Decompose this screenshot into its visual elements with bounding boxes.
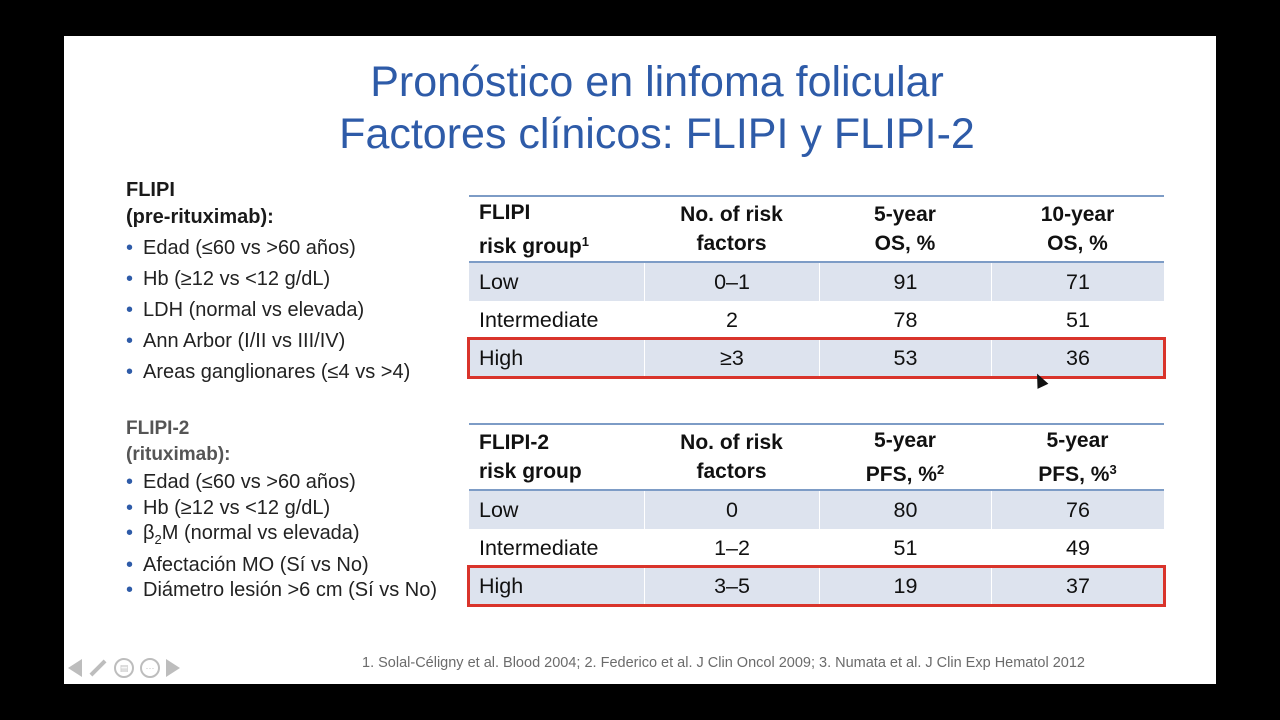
table-row-highlighted: High ≥3 53 36: [467, 337, 1166, 379]
cell-factors: 0–1: [644, 263, 819, 301]
more-options-icon[interactable]: ···: [140, 658, 160, 678]
footnote-ref: 1: [581, 233, 589, 249]
cell-group: Low: [479, 269, 519, 294]
cell-value: 53: [819, 339, 991, 377]
cell-value: 51: [819, 529, 991, 567]
footnote-ref: 2: [936, 461, 945, 477]
header-text: 5-year: [874, 203, 936, 226]
table-header: FLIPI-2 risk group No. of risk factors 5…: [469, 423, 1164, 491]
cell-group: Low: [479, 497, 519, 522]
list-item: Areas ganglionares (≤4 vs >4): [126, 357, 410, 388]
cell-value: 78: [819, 301, 991, 339]
table-header: FLIPI risk group1 No. of risk factors 5-…: [469, 195, 1164, 263]
b2m-text: M (normal vs elevada): [161, 522, 360, 544]
flipi-heading: FLIPI: [126, 179, 175, 201]
cell-factors: 0: [644, 491, 819, 529]
references-footnote: 1. Solal-Céligny et al. Blood 2004; 2. F…: [362, 655, 1085, 671]
beta-subscript: 2: [154, 532, 162, 547]
table-row: Low 0–1 91 71: [469, 263, 1164, 301]
cell-group: High: [479, 345, 524, 370]
header-text: factors: [696, 232, 767, 255]
slideshow-controls: ▤ ···: [68, 658, 180, 678]
flipi-subheading: (pre-rituximab):: [126, 206, 274, 228]
header-text: No. of risk: [680, 203, 783, 226]
table-row: Low 0 80 76: [469, 491, 1164, 529]
cell-group: Intermediate: [479, 535, 599, 560]
cell-factors: 3–5: [644, 567, 819, 605]
table-row: Intermediate 2 78 51: [469, 301, 1164, 339]
header-text: factors: [696, 460, 767, 483]
title-line-1: Pronóstico en linfoma folicular: [370, 58, 944, 106]
header-cell: 5-year OS, %: [819, 200, 991, 258]
flipi-table: FLIPI risk group1 No. of risk factors 5-…: [467, 195, 1166, 379]
footnote-ref: 3: [1109, 461, 1117, 477]
header-text: PFS, %: [865, 462, 937, 486]
flipi-factor-list: FLIPI (pre-rituximab): Edad (≤60 vs >60 …: [126, 177, 410, 388]
cell-value: 91: [819, 263, 991, 301]
cell-factors: 2: [644, 301, 819, 339]
title-line-2: Factores clínicos: FLIPI y FLIPI-2: [339, 110, 975, 158]
cell-factors: 1–2: [644, 529, 819, 567]
cell-group: Intermediate: [479, 307, 599, 332]
pen-icon[interactable]: [89, 659, 107, 677]
header-text: 5-year: [874, 428, 936, 452]
list-item: Hb (≥12 vs <12 g/dL): [126, 264, 410, 295]
slide-title: Pronóstico en linfoma folicular Factores…: [64, 56, 1216, 160]
cell-value: 71: [991, 263, 1164, 301]
header-text: FLIPI: [479, 200, 531, 224]
list-item: Edad (≤60 vs >60 años): [126, 233, 410, 264]
header-text-wrap: PFS, %3: [991, 455, 1164, 489]
header-text: OS, %: [1047, 232, 1108, 255]
header-cell: 5-year PFS, %2: [819, 426, 991, 489]
header-text-wrap: risk group1: [479, 227, 644, 261]
header-text: 5-year: [1046, 428, 1109, 452]
header-text: No. of risk: [680, 431, 783, 454]
cell-group: High: [479, 573, 524, 598]
header-cell: No. of risk factors: [644, 200, 819, 258]
cell-value: 36: [991, 339, 1164, 377]
header-text: risk group: [479, 460, 582, 483]
list-item: Ann Arbor (I/II vs III/IV): [126, 326, 410, 357]
header-cell: FLIPI-2 risk group: [469, 428, 644, 486]
flipi2-heading: FLIPI-2: [126, 418, 190, 439]
cell-value: 80: [819, 491, 991, 529]
cell-value: 19: [819, 567, 991, 605]
slide: Pronóstico en linfoma folicular Factores…: [64, 36, 1216, 684]
flipi2-factors: Edad (≤60 vs >60 años) Hb (≥12 vs <12 g/…: [126, 470, 437, 604]
flipi-factors: Edad (≤60 vs >60 años) Hb (≥12 vs <12 g/…: [126, 233, 410, 388]
header-text: OS, %: [874, 232, 936, 255]
header-cell: 10-year OS, %: [991, 200, 1164, 258]
beta-symbol: β: [143, 522, 155, 544]
flipi2-subheading: (rituximab):: [126, 444, 231, 465]
flipi2-factor-list: FLIPI-2 (rituximab): Edad (≤60 vs >60 añ…: [126, 416, 437, 604]
table-row: Intermediate 1–2 51 49: [469, 529, 1164, 567]
header-text: risk group: [479, 234, 582, 258]
list-item-b2m: β2M (normal vs elevada): [126, 521, 437, 553]
previous-slide-icon[interactable]: [68, 659, 82, 677]
list-item: Afectación MO (Sí vs No): [126, 553, 437, 579]
list-item: Edad (≤60 vs >60 años): [126, 470, 437, 496]
list-item: Diámetro lesión >6 cm (Sí vs No): [126, 578, 437, 604]
header-text: 10-year: [1040, 203, 1115, 226]
cell-value: 76: [991, 491, 1164, 529]
header-text-wrap: PFS, %2: [819, 455, 991, 489]
next-slide-icon[interactable]: [166, 659, 180, 677]
slides-menu-icon[interactable]: ▤: [114, 658, 134, 678]
cell-value: 49: [991, 529, 1164, 567]
flipi2-table: FLIPI-2 risk group No. of risk factors 5…: [467, 423, 1166, 607]
list-item: Hb (≥12 vs <12 g/dL): [126, 496, 437, 522]
header-text: FLIPI-2: [479, 431, 550, 454]
header-text: PFS, %: [1038, 462, 1110, 486]
list-item: LDH (normal vs elevada): [126, 295, 410, 326]
cell-value: 37: [991, 567, 1164, 605]
header-cell: FLIPI risk group1: [469, 198, 644, 261]
cell-value: 51: [991, 301, 1164, 339]
header-cell: No. of risk factors: [644, 428, 819, 486]
header-cell: 5-year PFS, %3: [991, 426, 1164, 489]
cell-factors: ≥3: [644, 339, 819, 377]
table-row-highlighted: High 3–5 19 37: [467, 565, 1166, 607]
